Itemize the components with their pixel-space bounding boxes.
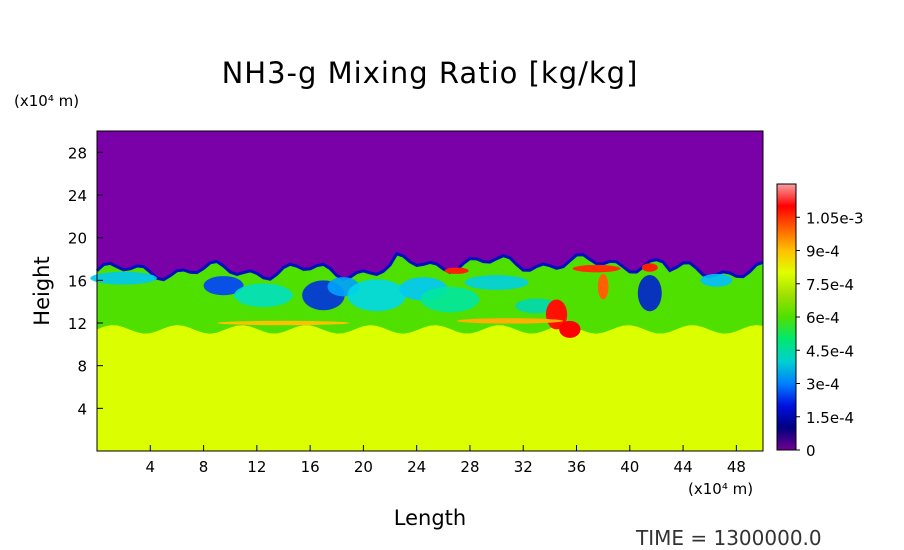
x-axis-label: Length [393, 506, 467, 530]
y-tick-label: 16 [68, 272, 87, 290]
x-axis-unit: (x10⁴ m) [688, 480, 754, 498]
colorbar-tick-label: 3e-4 [806, 376, 840, 394]
hot-spot-3 [572, 264, 621, 273]
plot-frame [96, 130, 764, 452]
x-tick-label: 48 [727, 458, 746, 476]
x-tick-label: 16 [301, 458, 320, 476]
colorbar-tick-label: 7.5e-4 [806, 276, 854, 294]
eddy-1 [203, 276, 244, 296]
mixing-layer-top-boundary [95, 251, 764, 282]
x-tick-label: 36 [567, 458, 586, 476]
x-tick-label: 24 [407, 458, 426, 476]
eddy-9 [637, 275, 662, 312]
hot-spot-7 [216, 320, 351, 326]
hot-spot-2 [559, 320, 581, 338]
field-layer [90, 131, 764, 451]
eddy-7 [420, 286, 480, 313]
x-tick-label: 28 [460, 458, 479, 476]
hot-spot-4 [641, 263, 658, 272]
lower-layer-region [97, 317, 763, 451]
hot-spot-5 [597, 273, 609, 300]
y-tick-label: 24 [68, 187, 87, 205]
x-tick-label: 12 [247, 458, 266, 476]
colorbar-tick-label: 1.5e-4 [806, 409, 854, 427]
colorbar-tick-label: 6e-4 [806, 309, 840, 327]
hot-spot-6 [456, 318, 564, 324]
eddy-8 [464, 275, 529, 290]
x-tick-label: 20 [354, 458, 373, 476]
hot-spot-0 [444, 267, 469, 274]
y-axis-unit: (x10⁴ m) [14, 92, 80, 110]
x-tick-label: 8 [199, 458, 209, 476]
colorbar-tick-label: 1.05e-3 [806, 209, 864, 227]
x-tick-label: 4 [146, 458, 156, 476]
chart-title: NH3-g Mixing Ratio [kg/kg] [221, 56, 639, 90]
eddy-10 [700, 273, 733, 287]
colorbar: 1.05e-3 9e-4 7.5e-4 6e-4 4.5e-4 3e-4 1.5e-4 0 [776, 183, 864, 460]
colorbar-tick-label: 9e-4 [806, 243, 840, 261]
y-tick-label: 28 [68, 144, 87, 162]
y-tick-label: 4 [77, 400, 87, 418]
y-tick-label: 20 [68, 230, 87, 248]
colorbar-gradient [776, 183, 797, 451]
eddy-5 [347, 279, 407, 312]
eddy-2 [234, 283, 293, 307]
y-tick-label: 12 [68, 315, 87, 333]
colorbar-tick-label: 4.5e-4 [806, 342, 854, 360]
colorbar-tick-label: 0 [806, 442, 816, 460]
y-tick-label: 8 [77, 358, 87, 376]
x-tick-label: 32 [514, 458, 533, 476]
eddy-0 [90, 271, 157, 285]
x-tick-label: 40 [620, 458, 639, 476]
x-tick-label: 44 [674, 458, 693, 476]
